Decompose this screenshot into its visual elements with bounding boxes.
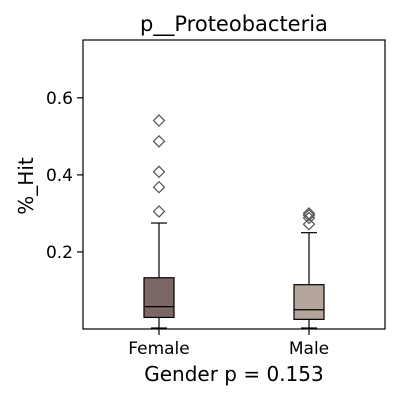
outlier-point — [152, 134, 166, 148]
y-tick-label: 0.6 — [46, 89, 73, 109]
outlier-point — [302, 207, 316, 220]
chart-title: p__Proteobacteria — [140, 12, 328, 37]
y-tick-label: 0.4 — [46, 166, 73, 186]
outlier-point — [302, 217, 316, 231]
chart-marks: 0.2 0.4 0.6 Female Male — [46, 89, 329, 359]
y-axis-label: %_Hit — [14, 157, 38, 215]
box-female — [143, 277, 175, 319]
outlier-point — [152, 180, 166, 194]
x-tick-label: Male — [289, 339, 329, 359]
outlier-point — [302, 211, 316, 225]
plot-frame — [82, 39, 386, 330]
y-tick-label: 0.2 — [46, 243, 73, 263]
outlier-point — [152, 205, 166, 218]
x-tick-label: Female — [128, 339, 189, 359]
outlier-point — [152, 165, 166, 179]
box-male — [293, 284, 325, 320]
x-axis-label: Gender p = 0.153 — [144, 362, 323, 386]
outlier-point — [302, 208, 316, 222]
outlier-point — [152, 114, 166, 127]
